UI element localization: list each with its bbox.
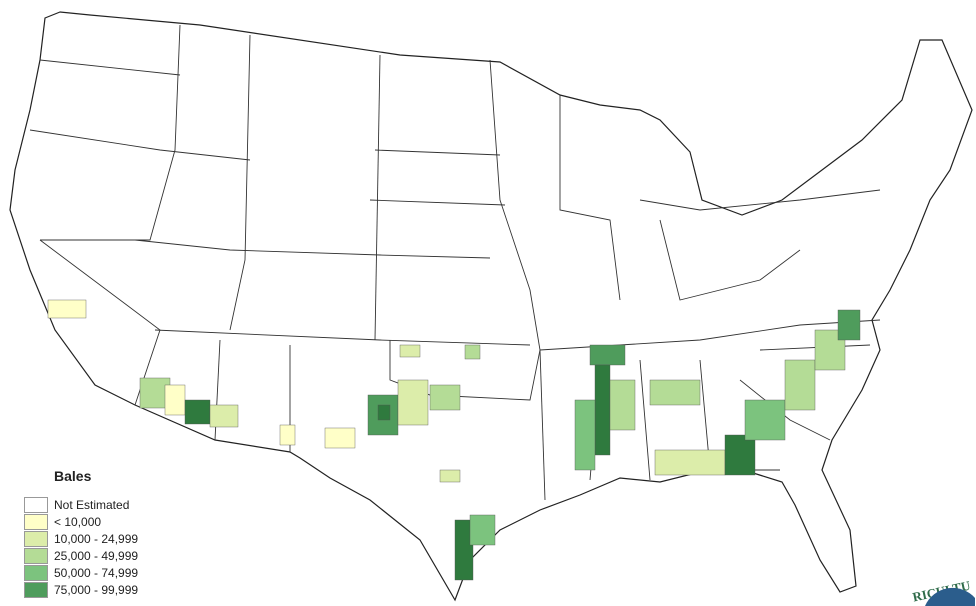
county-fill [47,299,87,319]
county-fill [399,344,421,358]
legend-title: Bales [54,468,92,484]
legend-swatch [24,496,48,513]
legend-label: 25,000 - 49,999 [54,548,139,563]
county-fill [744,399,786,441]
county-fill [164,384,186,416]
county-fill [377,404,391,421]
cotton-counties [47,299,861,581]
county-fill [837,309,861,341]
legend-swatch [24,530,48,547]
county-fill [464,344,481,360]
county-fill [649,379,701,406]
conus-boundary [9,11,973,602]
county-fill [594,364,611,456]
county-fill [439,469,461,483]
legend-item: 50,000 - 74,999 [24,564,138,581]
county-fill [724,434,756,476]
legend-item: 75,000 - 99,999 [24,581,138,598]
county-fill [589,344,626,366]
legend-swatch [24,513,48,530]
legend-item: < 10,000 [24,513,138,530]
county-fill [209,404,239,428]
legend-item: Not Estimated [24,496,138,513]
county-fill [184,399,211,425]
legend-label: 50,000 - 74,999 [54,565,139,580]
county-fill [654,449,726,476]
legend-swatch [24,547,48,564]
map-legend: Bales Not Estimated < 10,000 10,000 - 24,9… [24,468,138,598]
county-fill [397,379,429,426]
legend-swatch [24,581,48,598]
legend-label: 75,000 - 99,999 [54,582,139,597]
legend-label: 10,000 - 24,999 [54,531,139,546]
county-fill [609,379,636,431]
county-fill [279,424,296,446]
legend-item: 10,000 - 24,999 [24,530,138,547]
legend-swatch [24,564,48,581]
county-fill [574,399,596,471]
legend-label: < 10,000 [54,514,102,529]
usda-logo: RICULTU [911,580,975,606]
county-fill [454,519,474,581]
county-fill [784,359,816,411]
county-fill [324,427,356,449]
county-fill [429,384,461,411]
us-outline [9,11,973,602]
county-fill [469,514,496,546]
legend-item: 25,000 - 49,999 [24,547,138,564]
legend-label: Not Estimated [54,497,130,512]
